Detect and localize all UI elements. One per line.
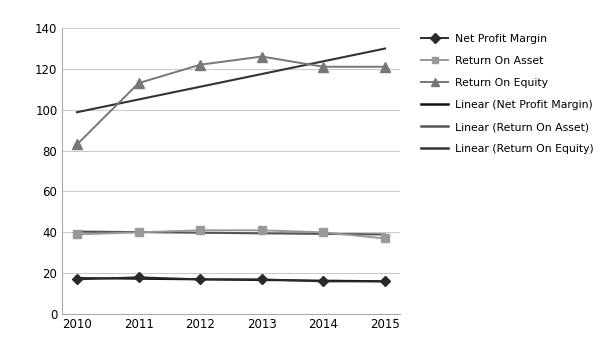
Legend: Net Profit Margin, Return On Asset, Return On Equity, Linear (Net Profit Margin): Net Profit Margin, Return On Asset, Retu… <box>416 28 599 160</box>
